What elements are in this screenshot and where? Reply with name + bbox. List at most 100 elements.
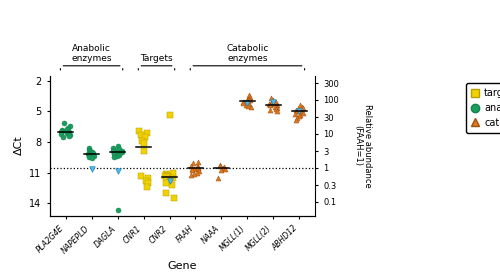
Point: [110, 148, 118, 153]
Point: [62, 130, 70, 135]
Point: [292, 118, 300, 122]
Point: [162, 174, 170, 178]
Point: [64, 125, 72, 130]
Point: [217, 167, 225, 172]
Point: [246, 95, 254, 99]
X-axis label: Gene: Gene: [168, 261, 197, 271]
Point: [268, 102, 276, 106]
Point: [268, 98, 276, 102]
Point: [221, 166, 229, 171]
Point: [244, 104, 252, 108]
Point: [242, 103, 250, 108]
Point: [86, 151, 94, 155]
Point: [267, 96, 275, 100]
Point: [195, 169, 203, 173]
Point: [239, 101, 247, 106]
Point: [118, 149, 126, 153]
Point: [114, 168, 122, 173]
Y-axis label: Relative abundance
(FAAH=1): Relative abundance (FAAH=1): [353, 104, 372, 188]
Point: [244, 96, 252, 101]
Point: [273, 109, 281, 113]
Point: [294, 109, 302, 114]
Point: [164, 178, 172, 182]
Point: [299, 106, 307, 110]
Point: [246, 93, 254, 97]
Point: [64, 132, 72, 136]
Text: Anabolic
enzymes: Anabolic enzymes: [72, 44, 112, 63]
Legend: targets, anabolism, catabolism: targets, anabolism, catabolism: [466, 83, 500, 133]
Point: [272, 104, 280, 108]
Point: [266, 101, 274, 106]
Point: [244, 102, 252, 106]
Point: [136, 174, 144, 178]
Point: [194, 165, 202, 169]
Point: [296, 113, 304, 118]
Point: [88, 150, 96, 154]
Point: [88, 156, 96, 161]
Point: [114, 144, 122, 148]
Point: [65, 130, 73, 135]
Point: [88, 151, 96, 155]
Point: [170, 196, 178, 200]
Point: [292, 108, 300, 112]
Point: [266, 102, 274, 107]
Point: [194, 164, 202, 169]
Point: [144, 130, 152, 135]
Point: [110, 148, 118, 152]
Point: [194, 166, 202, 170]
Point: [216, 163, 224, 168]
Point: [272, 107, 280, 111]
Point: [114, 208, 122, 213]
Point: [188, 168, 196, 172]
Point: [87, 150, 95, 155]
Point: [298, 110, 306, 114]
Point: [144, 176, 152, 180]
Point: [168, 183, 176, 187]
Point: [194, 165, 202, 170]
Point: [219, 165, 227, 170]
Point: [62, 127, 70, 132]
Text: Catabolic
enzymes: Catabolic enzymes: [226, 44, 268, 63]
Point: [164, 175, 172, 179]
Point: [274, 103, 281, 108]
Point: [143, 185, 151, 189]
Point: [162, 172, 170, 177]
Point: [194, 160, 202, 165]
Point: [166, 179, 173, 183]
Point: [273, 106, 281, 110]
Point: [214, 176, 222, 180]
Point: [142, 179, 150, 183]
Point: [57, 132, 65, 137]
Point: [60, 120, 68, 125]
Point: [164, 174, 172, 178]
Point: [244, 101, 252, 105]
Point: [187, 163, 195, 168]
Point: [298, 104, 306, 109]
Point: [192, 171, 200, 175]
Point: [114, 146, 122, 151]
Point: [293, 109, 301, 113]
Point: [299, 111, 307, 115]
Point: [239, 99, 247, 104]
Point: [270, 99, 278, 104]
Point: [296, 103, 304, 108]
Point: [110, 145, 118, 150]
Point: [58, 130, 66, 134]
Point: [58, 128, 66, 132]
Point: [138, 133, 145, 137]
Point: [266, 108, 274, 112]
Point: [84, 148, 92, 152]
Point: [85, 155, 93, 160]
Point: [87, 153, 95, 158]
Point: [84, 146, 92, 150]
Point: [188, 161, 196, 166]
Point: [118, 150, 126, 154]
Point: [294, 107, 302, 111]
Point: [240, 100, 248, 104]
Point: [162, 191, 170, 195]
Point: [112, 151, 120, 155]
Point: [296, 109, 304, 113]
Point: [168, 176, 176, 180]
Point: [110, 152, 118, 157]
Point: [116, 150, 124, 155]
